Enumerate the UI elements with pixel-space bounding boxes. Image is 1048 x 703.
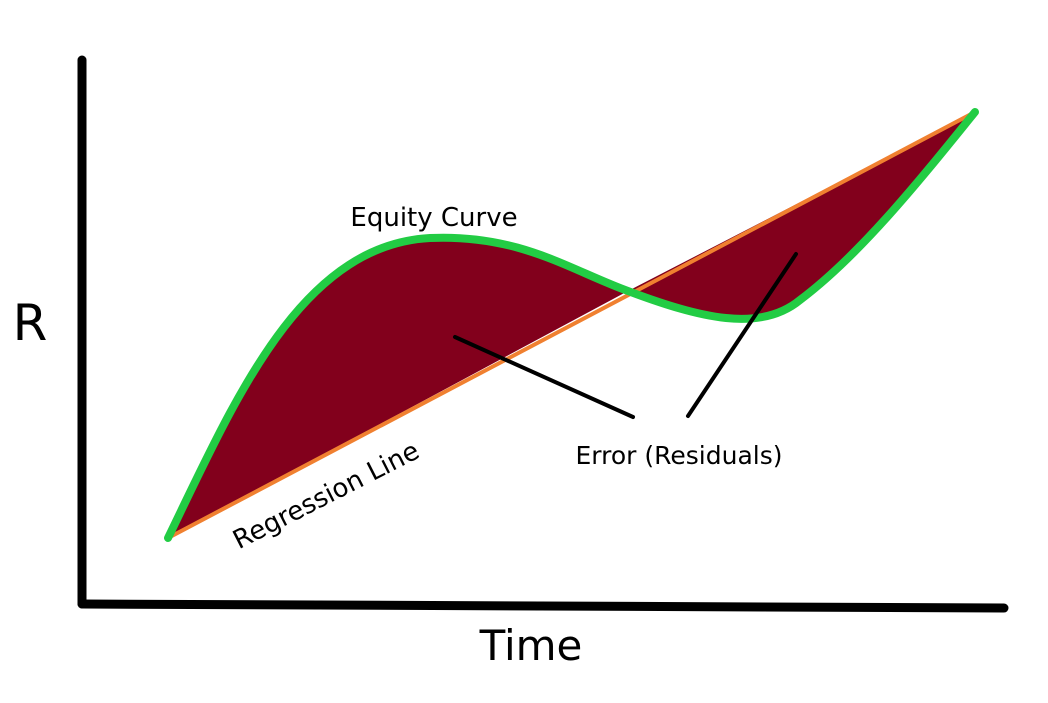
equity-curve [164,108,979,542]
x-axis [77,599,1009,613]
error-pointer-right [686,252,798,418]
equity-curve-label: Equity Curve [350,203,517,233]
regression-line [166,110,977,540]
error-pointer-left [453,335,635,419]
x-axis-label: Time [479,621,583,670]
error-label: Error (Residuals) [576,441,783,470]
y-axis-label: R [13,294,48,352]
